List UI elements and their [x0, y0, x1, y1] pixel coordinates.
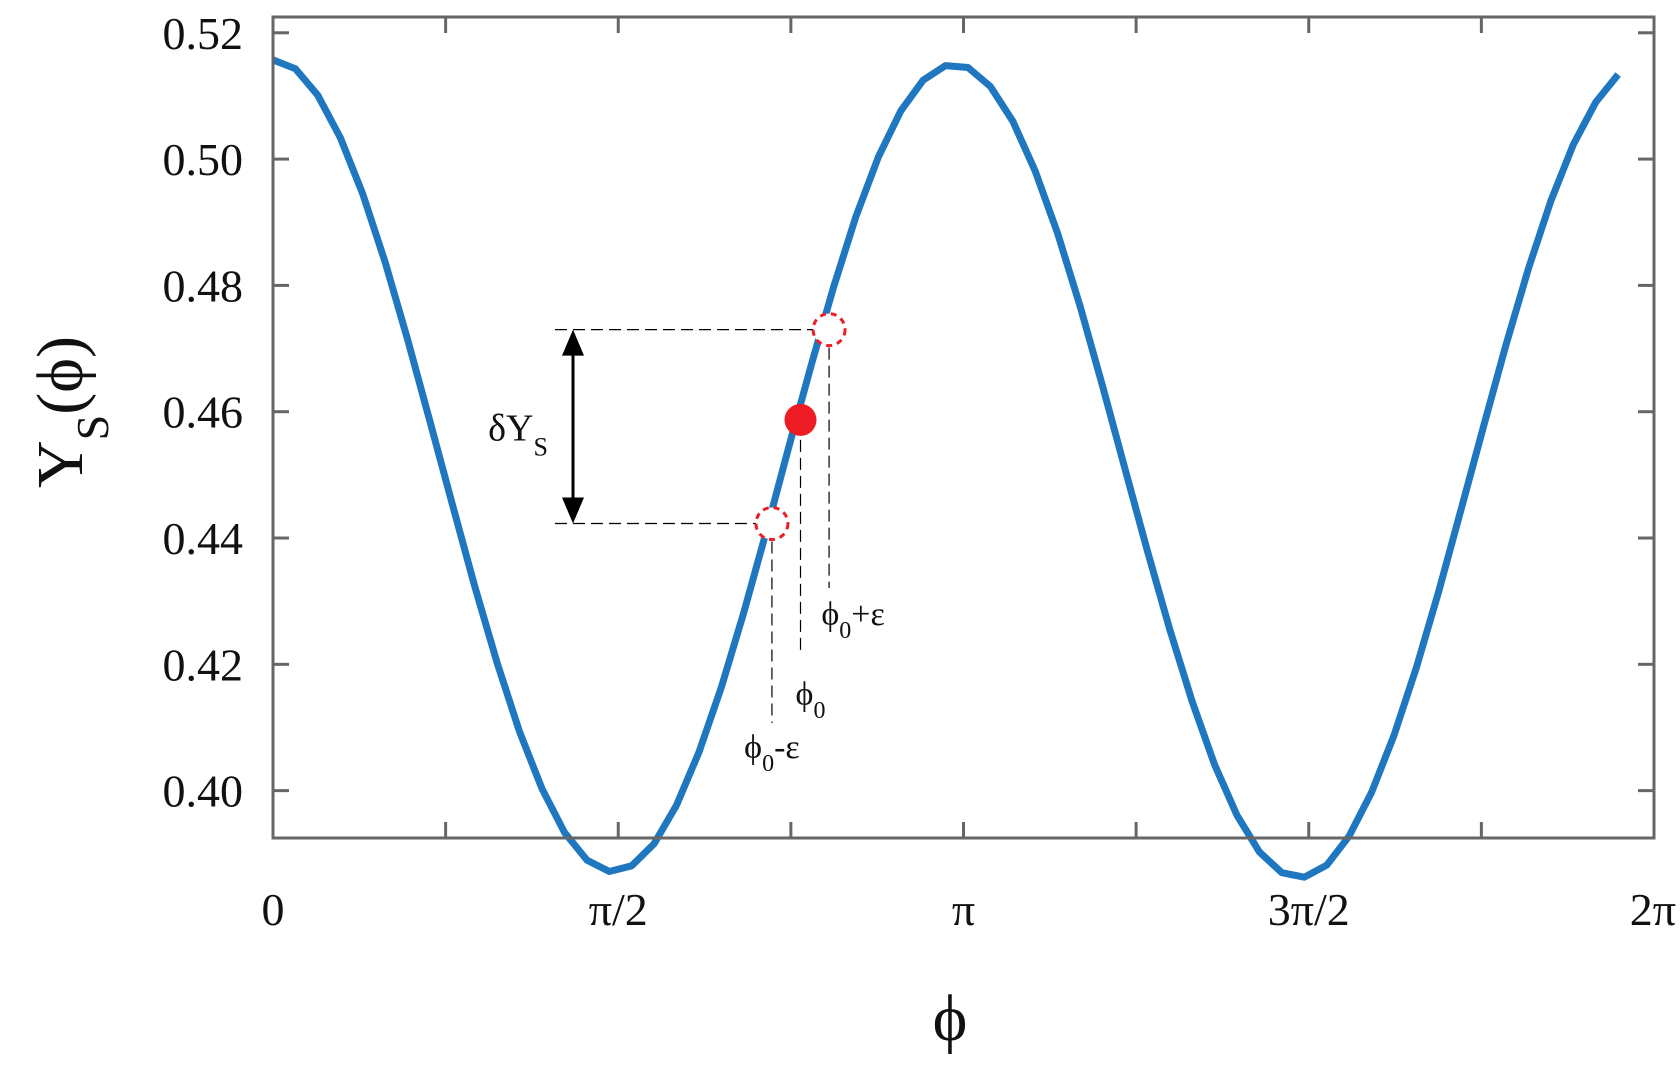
delta-y-main: δY [488, 408, 533, 450]
y-tick-label: 0.44 [163, 513, 244, 564]
phi0-plus-eps-sub: 0 [839, 618, 851, 644]
x-tick-label: 3π/2 [1268, 884, 1350, 935]
y-tick-label: 0.46 [163, 387, 244, 438]
axis-ticks [271, 17, 1656, 838]
operating-point-marker [784, 403, 817, 436]
plot-frame [271, 15, 1656, 840]
x-tick-label: π [952, 884, 975, 935]
delta-y-sub: S [533, 432, 547, 461]
x-tick-label: 0 [262, 884, 285, 935]
y-axis-title-main: Y [24, 440, 97, 488]
y-tick-label: 0.48 [163, 260, 244, 311]
x-tick-label: π/2 [589, 884, 648, 935]
delta-arrow-head-up [562, 329, 584, 356]
upper-point-marker [811, 312, 847, 348]
x-tick-labels: 0 π/2 π 3π/2 2π [262, 884, 1677, 935]
y-tick-label: 0.42 [163, 639, 244, 690]
phi0-plus-eps-label: ϕ0+ε [821, 596, 884, 644]
y-tick-label: 0.50 [163, 134, 244, 185]
y-axis-title-sub: S [67, 415, 118, 441]
phi0-plus-eps-suffix: +ε [851, 596, 884, 633]
phi0-minus-eps-suffix: -ε [774, 729, 800, 766]
point-markers [754, 312, 847, 541]
y-tick-label: 0.52 [163, 8, 244, 59]
delta-y-label: δYS [488, 408, 548, 462]
dashed-guides [555, 329, 830, 723]
delta-arrow [562, 329, 584, 524]
phi0-minus-eps-label: ϕ0-ε [744, 729, 800, 777]
series-line [271, 56, 1621, 881]
delta-arrow-head-down [562, 497, 584, 524]
lower-point-marker [754, 505, 790, 541]
y-tick-labels: 0.40 0.42 0.44 0.46 0.48 0.50 0.52 [163, 8, 244, 817]
y-tick-label: 0.40 [163, 766, 244, 817]
phi0-minus-eps-sub: 0 [762, 751, 774, 777]
x-axis-title: ϕ [933, 982, 968, 1055]
y-axis-title-tail: (ϕ) [24, 336, 97, 415]
phi0-minus-eps-phi: ϕ [744, 729, 762, 766]
x-tick-label: 2π [1630, 884, 1676, 935]
phi0-sub: 0 [813, 698, 825, 724]
phi0-plus-eps-phi: ϕ [821, 596, 839, 633]
phi0-phi: ϕ [796, 676, 814, 713]
phi0-label: ϕ0 [796, 676, 826, 724]
y-axis-title: YS(ϕ) [24, 336, 118, 488]
